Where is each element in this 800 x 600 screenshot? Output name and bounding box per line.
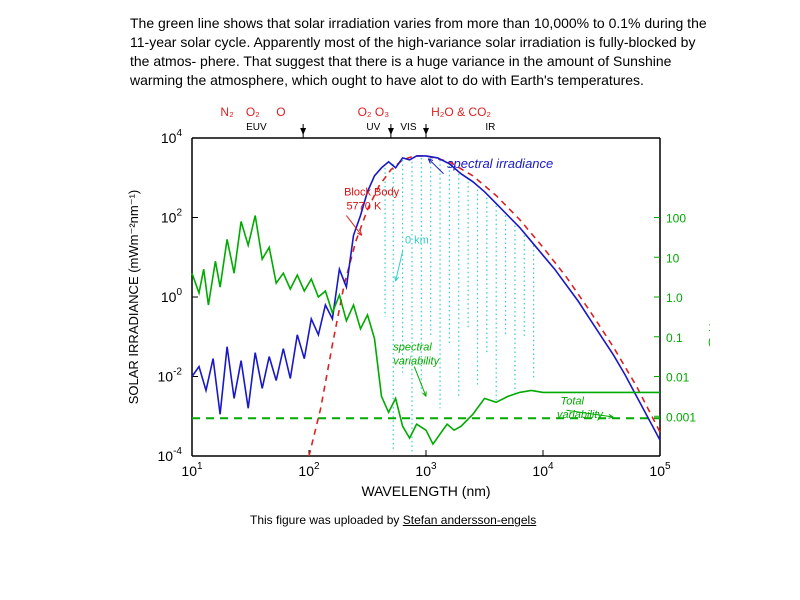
svg-text:0.001: 0.001	[666, 410, 696, 424]
svg-text:VIS: VIS	[400, 122, 416, 133]
svg-text:O: O	[276, 105, 285, 119]
svg-text:SOLAR IRRADIANCE (mWm⁻²nm⁻¹): SOLAR IRRADIANCE (mWm⁻²nm⁻¹)	[126, 189, 141, 404]
svg-text:104: 104	[161, 128, 183, 146]
svg-text:WAVELENGTH (nm): WAVELENGTH (nm)	[361, 483, 490, 499]
svg-text:H₂O & CO₂: H₂O & CO₂	[431, 105, 491, 119]
svg-text:spectral: spectral	[393, 341, 432, 353]
svg-text:10: 10	[666, 251, 680, 265]
svg-text:spectral irradiance: spectral irradiance	[447, 155, 553, 170]
svg-text:1.0: 1.0	[666, 291, 683, 305]
svg-text:10-4: 10-4	[158, 446, 183, 464]
credit-prefix: This figure was uploaded by	[250, 513, 403, 527]
svg-text:101: 101	[181, 461, 203, 479]
svg-text:N₂: N₂	[220, 105, 234, 119]
svg-text:Total: Total	[561, 395, 585, 407]
caption-text: The green line shows that solar irradiat…	[130, 14, 710, 90]
svg-text:0.1: 0.1	[666, 330, 683, 344]
svg-text:variability: variability	[393, 355, 440, 367]
svg-text:0.01: 0.01	[666, 370, 690, 384]
svg-text:11-YR CYCLE RATIO: 11-YR CYCLE RATIO	[708, 322, 710, 334]
svg-text:104: 104	[532, 461, 554, 479]
svg-text:IR: IR	[485, 122, 495, 133]
figure-credit: This figure was uploaded by Stefan ander…	[250, 512, 710, 529]
svg-text:UV: UV	[366, 122, 380, 133]
credit-link[interactable]: Stefan andersson-engels	[403, 513, 536, 527]
svg-text:O₂ O₃: O₂ O₃	[358, 105, 390, 119]
svg-text:100: 100	[666, 211, 686, 225]
svg-text:100: 100	[161, 287, 183, 305]
svg-text:EUV: EUV	[246, 122, 267, 133]
svg-text:10-2: 10-2	[158, 366, 183, 384]
svg-text:O₂: O₂	[246, 105, 260, 119]
svg-text:102: 102	[298, 461, 320, 479]
irradiance-chart: 101 102 103 104 105 WAVELENGTH (nm) 10-4 10-2 10…	[120, 96, 710, 506]
svg-text:5770 K: 5770 K	[346, 200, 382, 212]
svg-text:105: 105	[649, 461, 671, 479]
svg-text:102: 102	[161, 207, 183, 225]
svg-text:(Max−Min)/Min: (Max−Min)/Min	[708, 336, 710, 348]
svg-text:Block Body: Block Body	[344, 186, 400, 198]
svg-text:103: 103	[415, 461, 437, 479]
svg-text:0 km: 0 km	[405, 234, 429, 246]
